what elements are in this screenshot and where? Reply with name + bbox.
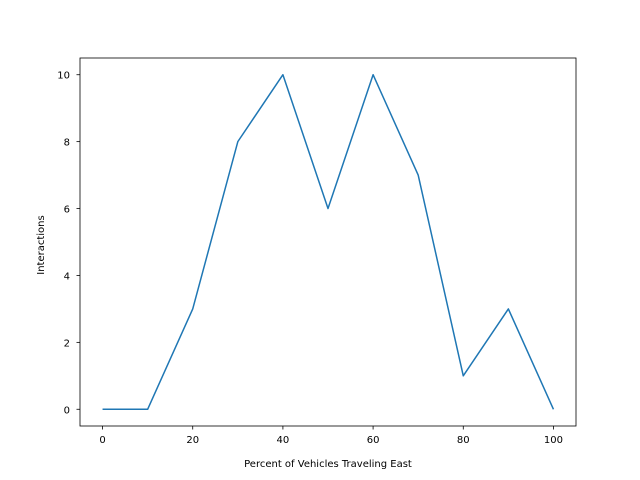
x-tick-label: 0 [99, 435, 105, 446]
series-layer [102, 73, 555, 411]
y-axis: 0 2 4 6 8 10 [57, 71, 80, 416]
series-line-0 [102, 73, 555, 411]
x-tick-label: 100 [544, 435, 563, 446]
x-axis-label: Percent of Vehicles Traveling East [244, 459, 412, 470]
plot-frame [79, 57, 577, 427]
y-tick-label: 2 [64, 338, 70, 349]
plot-area [79, 57, 577, 427]
y-tick-label: 8 [64, 138, 70, 149]
x-tick-label: 40 [277, 435, 290, 446]
x-axis: 0 20 40 60 80 100 [99, 426, 563, 446]
x-tick-label: 80 [457, 435, 470, 446]
x-tick-label: 20 [186, 435, 199, 446]
y-tick-label: 0 [64, 405, 70, 416]
x-tick-label: 60 [367, 435, 380, 446]
y-axis-label: Interactions [36, 215, 47, 274]
y-tick-label: 4 [64, 271, 70, 282]
y-tick-label: 10 [57, 71, 70, 82]
y-tick-label: 6 [64, 205, 70, 216]
